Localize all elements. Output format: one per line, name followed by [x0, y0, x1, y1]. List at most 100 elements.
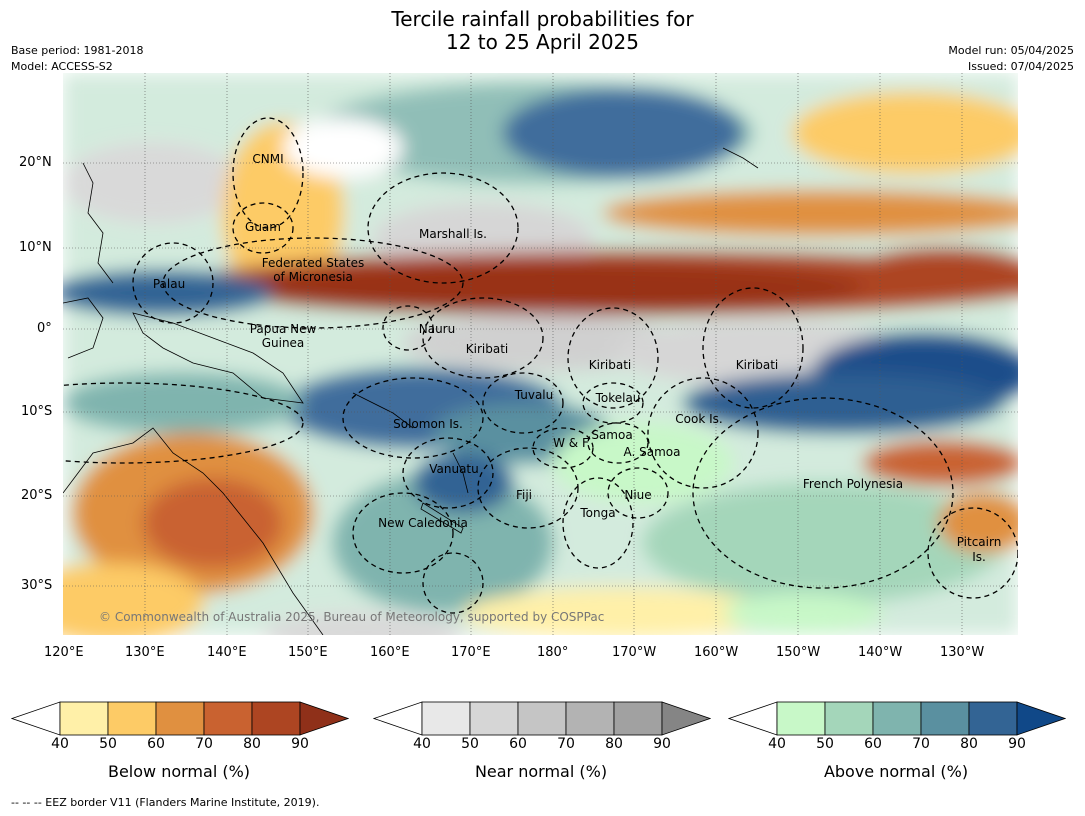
lon-tick-170e: 170°E — [451, 645, 491, 660]
label-vanuatu: Vanuatu — [429, 462, 479, 476]
lon-tick-160w: 160°W — [694, 645, 739, 660]
eez-tokelau — [582, 382, 644, 424]
eez-fsm — [162, 237, 464, 329]
near-normal-tick: 60 — [509, 736, 527, 752]
eez-footnote: -- -- -- EEZ border V11 (Flanders Marine… — [11, 796, 320, 809]
above-normal-swatch-3 — [920, 701, 970, 736]
eez-kiribati-w — [422, 297, 544, 379]
eez-new-caledonia — [352, 492, 454, 574]
label-png-line1: Papua New — [250, 322, 317, 336]
above-normal-tick: 80 — [960, 736, 978, 752]
label-pitcairn-line2: Is. — [972, 550, 986, 564]
eez-french-polynesia — [692, 397, 954, 589]
above-normal-colorbar — [728, 701, 1066, 736]
near-normal-tick: 40 — [413, 736, 431, 752]
near-normal-swatch-3 — [565, 701, 615, 736]
near-normal-swatch-2 — [517, 701, 567, 736]
label-new-caledonia: New Caledonia — [378, 516, 468, 530]
label-tonga: Tonga — [579, 506, 615, 520]
model-run-date: Model run: 05/04/2025 — [948, 44, 1074, 57]
model-name: Model: ACCESS-S2 — [11, 60, 113, 73]
near-normal-tick: 90 — [653, 736, 671, 752]
label-nauru: Nauru — [419, 322, 455, 336]
label-kiribati-east: Kiribati — [736, 358, 778, 372]
below-normal-swatch-1 — [107, 701, 157, 736]
landmasses — [62, 147, 759, 636]
label-solomon: Solomon Is. — [393, 417, 463, 431]
below-normal-tick: 90 — [291, 736, 309, 752]
eez-tuvalu — [482, 372, 564, 434]
near-normal-label: Near normal (%) — [474, 762, 608, 781]
hawaii-outline — [722, 147, 759, 169]
eez-nauru — [382, 305, 434, 351]
map-canvas: CNMI Guam Marshall Is. Federated States … — [0, 73, 1053, 653]
above-normal-tick: 60 — [864, 736, 882, 752]
above-normal-low-extension — [728, 701, 778, 736]
eez-tonga — [562, 477, 634, 569]
label-cnmi: CNMI — [252, 152, 283, 166]
lat-tick-30s: 30°S — [21, 578, 53, 593]
lon-tick-120e: 120°E — [44, 645, 84, 660]
eez-borders — [0, 117, 1019, 614]
graticule — [63, 73, 1018, 635]
lat-tick-0: 0° — [37, 321, 52, 336]
label-samoa: Samoa — [591, 428, 632, 442]
solomon-islands-outline — [352, 392, 414, 429]
below-normal-tick: 60 — [147, 736, 165, 752]
above-normal-swatch-2 — [872, 701, 922, 736]
lat-tick-10n: 10°N — [19, 240, 52, 255]
eez-cook — [647, 377, 759, 489]
lat-tick-20n: 20°N — [19, 155, 52, 170]
lat-tick-20s: 20°S — [21, 488, 53, 503]
lon-tick-130w: 130°W — [940, 645, 985, 660]
lon-tick-150w: 150°W — [776, 645, 821, 660]
above-normal-tick: 40 — [768, 736, 786, 752]
eez-kiribati-e — [702, 287, 804, 409]
rainfall-probability-map: CNMI Guam Marshall Is. Federated States … — [0, 73, 1053, 653]
new-caledonia-outline — [420, 502, 464, 534]
near-normal-swatch-4 — [613, 701, 663, 736]
near-normal-swatch-1 — [469, 701, 519, 736]
lon-tick-150e: 150°E — [288, 645, 328, 660]
eez-kiribati-c — [567, 307, 659, 409]
base-period: Base period: 1981-2018 — [11, 44, 144, 57]
below-normal-low-extension — [11, 701, 61, 736]
near-normal-low-extension — [373, 701, 423, 736]
below-normal-high-extension — [299, 701, 349, 736]
near-normal-high-extension — [661, 701, 711, 736]
lon-tick-140e: 140°E — [207, 645, 247, 660]
region-labels: CNMI Guam Marshall Is. Federated States … — [153, 152, 1001, 564]
label-kiribati-west: Kiribati — [466, 342, 508, 356]
near-normal-tick: 80 — [605, 736, 623, 752]
lat-tick-10s: 10°S — [21, 404, 53, 419]
lon-tick-130e: 130°E — [125, 645, 165, 660]
issued-date: Issued: 07/04/2025 — [967, 60, 1074, 73]
label-png-line2: Guinea — [262, 336, 305, 350]
philippines-coastline — [82, 162, 114, 284]
above-normal-swatch-1 — [824, 701, 874, 736]
below-normal-tick: 40 — [51, 736, 69, 752]
near-normal-swatch-0 — [421, 701, 471, 736]
lon-tick-140w: 140°W — [858, 645, 903, 660]
eez-cnmi — [232, 117, 304, 229]
label-american-samoa: A. Samoa — [624, 445, 681, 459]
above-normal-tick: 50 — [816, 736, 834, 752]
label-guam: Guam — [245, 220, 281, 234]
lon-tick-180: 180° — [537, 645, 569, 660]
below-normal-colorbar — [11, 701, 349, 736]
eez-palau — [132, 242, 214, 324]
above-normal-swatch-0 — [776, 701, 826, 736]
lon-tick-160e: 160°E — [370, 645, 410, 660]
borneo-coastline — [62, 297, 104, 359]
copyright-notice: © Commonwealth of Australia 2025, Bureau… — [99, 610, 604, 624]
new-guinea-coastline — [132, 312, 304, 404]
near-normal-tick: 50 — [461, 736, 479, 752]
label-palau: Palau — [153, 277, 185, 291]
eez-solomon — [342, 377, 484, 459]
label-fiji: Fiji — [516, 488, 532, 502]
label-french-polynesia: French Polynesia — [803, 477, 903, 491]
label-wallis-futuna: W & F — [553, 436, 589, 450]
label-pitcairn-line1: Pitcairn — [957, 535, 1002, 549]
probability-field — [23, 73, 1053, 653]
eez-samoa — [587, 422, 649, 464]
